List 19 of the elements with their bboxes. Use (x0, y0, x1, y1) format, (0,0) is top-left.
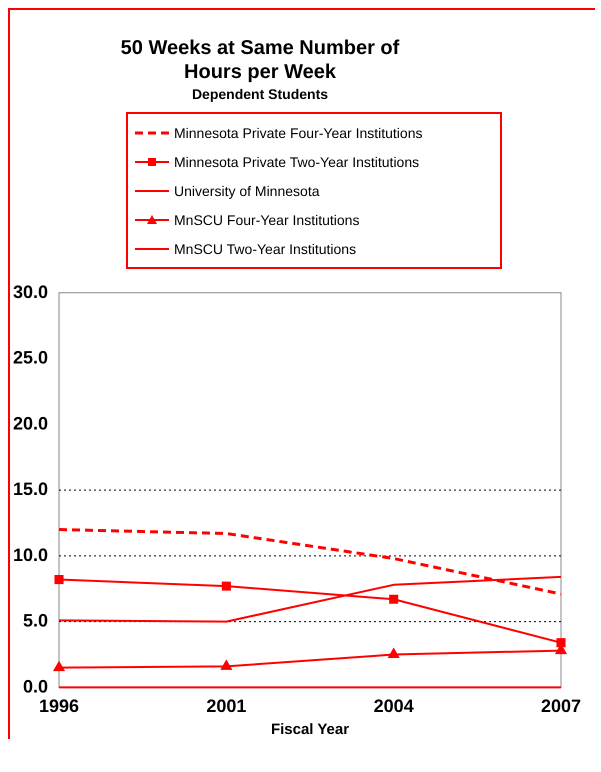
legend-label: Minnesota Private Four-Year Institutions (174, 124, 422, 140)
y-tick-label: 20.0 (12, 413, 48, 434)
y-tick-label: 5.0 (23, 610, 48, 631)
y-tick-label: 0.0 (23, 676, 48, 696)
x-axis-title: Fiscal Year (270, 721, 350, 738)
chart-subtitle: Dependent Students (190, 86, 330, 102)
chart-title: 50 Weeks at Same Number of Hours per Week (120, 36, 400, 84)
x-tick-label: 1996 (39, 696, 80, 716)
y-tick-label: 30.0 (12, 282, 48, 302)
x-tick-label: 2007 (540, 696, 582, 716)
y-tick-label: 10.0 (12, 544, 48, 565)
legend-label: University of Minnesota (174, 182, 320, 198)
legend-label: Minnesota Private Two-Year Institutions (174, 154, 420, 170)
x-tick-label: 2004 (374, 696, 414, 716)
legend-label: MnSCU Four-Year Institutions (174, 212, 360, 228)
y-tick-label: 25.0 (12, 348, 48, 368)
y-tick-label: 15.0 (12, 479, 48, 500)
x-tick-label: 2001 (206, 696, 246, 716)
legend-label: MnSCU Two-Year Institutions (174, 240, 356, 256)
